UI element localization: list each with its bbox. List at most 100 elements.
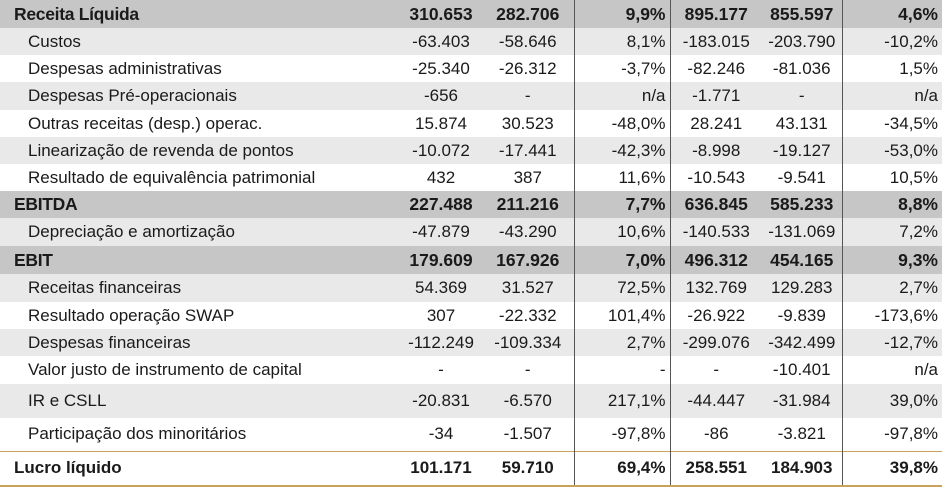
value-period-3: -10.543 [670, 164, 762, 191]
row-label: Depreciação e amortização [0, 218, 400, 246]
row-label: Participação dos minoritários [0, 418, 400, 451]
value-period-2: 59.710 [482, 450, 574, 487]
variation-pct-1: - [573, 356, 671, 384]
value-period-2: 211.216 [482, 191, 574, 218]
variation-pct-1: 72,5% [573, 274, 671, 302]
value-period-4: -9.541 [762, 164, 842, 191]
variation-pct-2: n/a [841, 82, 942, 110]
value-period-1: 179.609 [400, 246, 482, 274]
row-label: Despesas administrativas [0, 55, 400, 82]
value-period-1: - [400, 356, 482, 384]
row-label: Outras receitas (desp.) operac. [0, 110, 400, 137]
value-period-3: 636.845 [670, 191, 762, 218]
value-period-3: 496.312 [670, 246, 762, 274]
value-period-3: 895.177 [670, 0, 762, 28]
value-period-4: -81.036 [762, 55, 842, 82]
value-period-3: -26.922 [670, 302, 762, 329]
row-label: IR e CSLL [0, 384, 400, 418]
value-period-1: -656 [400, 82, 482, 110]
value-period-1: -112.249 [400, 329, 482, 356]
table-row: Resultado operação SWAP 307 -22.332 101,4% -… [0, 302, 942, 329]
value-period-1: 227.488 [400, 191, 482, 218]
variation-pct-1: -3,7% [573, 55, 671, 82]
table-row: Linearização de revenda de pontos -10.072… [0, 137, 942, 164]
variation-pct-1: 217,1% [573, 384, 671, 418]
row-label: Custos [0, 28, 400, 55]
value-period-1: -47.879 [400, 218, 482, 246]
value-period-4: -9.839 [762, 302, 842, 329]
value-period-1: 15.874 [400, 110, 482, 137]
variation-pct-2: -34,5% [841, 110, 942, 137]
variation-pct-2: -53,0% [841, 137, 942, 164]
variation-pct-1: 9,9% [573, 0, 671, 28]
variation-pct-1: 69,4% [573, 450, 671, 487]
value-period-1: -20.831 [400, 384, 482, 418]
variation-pct-2: 1,5% [841, 55, 942, 82]
value-period-3: -299.076 [670, 329, 762, 356]
value-period-2: 31.527 [482, 274, 574, 302]
value-period-4: 43.131 [762, 110, 842, 137]
value-period-2: 167.926 [482, 246, 574, 274]
row-label: EBITDA [0, 191, 400, 218]
row-label: Linearização de revenda de pontos [0, 137, 400, 164]
variation-pct-2: 8,8% [841, 191, 942, 218]
table-row: IR e CSLL -20.831 -6.570 217,1% -44.447 -31.9… [0, 384, 942, 418]
table-row: Valor justo de instrumento de capital - - -… [0, 356, 942, 384]
value-period-3: -8.998 [670, 137, 762, 164]
variation-pct-2: n/a [841, 356, 942, 384]
value-period-1: -63.403 [400, 28, 482, 55]
table-row-total: Lucro líquido 101.171 59.710 69,4% 258.551 18… [0, 450, 942, 487]
variation-pct-2: 39,0% [841, 384, 942, 418]
value-period-4: -19.127 [762, 137, 842, 164]
value-period-2: 282.706 [482, 0, 574, 28]
value-period-3: -140.533 [670, 218, 762, 246]
value-period-2: 387 [482, 164, 574, 191]
value-period-3: -1.771 [670, 82, 762, 110]
value-period-4: -31.984 [762, 384, 842, 418]
row-label: Valor justo de instrumento de capital [0, 356, 400, 384]
table-row-heading: EBIT 179.609 167.926 7,0% 496.312 454.165 9,3% [0, 246, 942, 274]
table-row: Depreciação e amortização -47.879 -43.290 1… [0, 218, 942, 246]
variation-pct-1: 2,7% [573, 329, 671, 356]
table-row: Participação dos minoritários -34 -1.507 -9… [0, 418, 942, 451]
value-period-4: - [762, 82, 842, 110]
row-label: Lucro líquido [0, 450, 400, 487]
variation-pct-1: -42,3% [573, 137, 671, 164]
value-period-2: -6.570 [482, 384, 574, 418]
row-label: EBIT [0, 246, 400, 274]
row-label: Despesas financeiras [0, 329, 400, 356]
value-period-2: -109.334 [482, 329, 574, 356]
variation-pct-1: -48,0% [573, 110, 671, 137]
value-period-3: -82.246 [670, 55, 762, 82]
table-row-heading: EBITDA 227.488 211.216 7,7% 636.845 585.233 8,… [0, 191, 942, 218]
variation-pct-2: -97,8% [841, 418, 942, 451]
value-period-2: -17.441 [482, 137, 574, 164]
value-period-1: -25.340 [400, 55, 482, 82]
value-period-2: -1.507 [482, 418, 574, 451]
value-period-4: 129.283 [762, 274, 842, 302]
value-period-4: 184.903 [762, 450, 842, 487]
variation-pct-2: -12,7% [841, 329, 942, 356]
value-period-2: - [482, 82, 574, 110]
variation-pct-2: 2,7% [841, 274, 942, 302]
table-row: Despesas Pré-operacionais -656- n/a -1.771-… [0, 82, 942, 110]
variation-pct-1: 10,6% [573, 218, 671, 246]
value-period-1: 310.653 [400, 0, 482, 28]
value-period-4: 855.597 [762, 0, 842, 28]
value-period-4: -131.069 [762, 218, 842, 246]
value-period-2: - [482, 356, 574, 384]
value-period-1: 307 [400, 302, 482, 329]
table-row: Resultado de equivalência patrimonial 432… [0, 164, 942, 191]
row-label: Resultado de equivalência patrimonial [0, 164, 400, 191]
table-row: Despesas financeiras -112.249 -109.334 2,7%… [0, 329, 942, 356]
variation-pct-2: 7,2% [841, 218, 942, 246]
value-period-1: -10.072 [400, 137, 482, 164]
variation-pct-1: n/a [573, 82, 671, 110]
row-label: Receita Líquida [0, 0, 400, 28]
row-label: Despesas Pré-operacionais [0, 82, 400, 110]
value-period-4: -203.790 [762, 28, 842, 55]
variation-pct-2: 10,5% [841, 164, 942, 191]
variation-pct-1: 11,6% [573, 164, 671, 191]
value-period-3: -86 [670, 418, 762, 451]
